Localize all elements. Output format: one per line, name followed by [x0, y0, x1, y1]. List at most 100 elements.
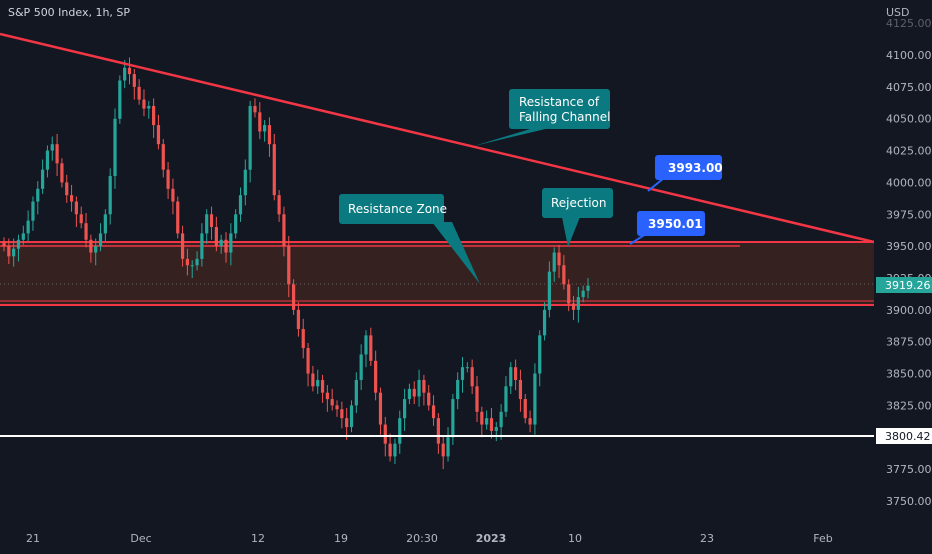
candle-body: [576, 297, 580, 310]
candle-body: [412, 388, 416, 397]
candle-body: [518, 379, 523, 400]
candle-body: [354, 379, 358, 406]
candle-body: [456, 379, 460, 400]
candle-body: [378, 392, 383, 425]
price-callout-3993[interactable]: 3993.00: [647, 155, 723, 192]
candle-body: [581, 290, 585, 298]
candle-body: [547, 271, 551, 310]
candle-body: [190, 265, 194, 267]
time-axis-ticks: 21 Dec 12 19 20:30 2023 10 23 Feb: [26, 532, 833, 545]
candle-body: [89, 239, 93, 253]
candle-body: [50, 144, 54, 151]
candle-body: [586, 285, 590, 291]
candle-body: [224, 239, 228, 253]
callout-rejection-label: Rejection: [551, 196, 606, 210]
callout-resistance-zone-label: Resistance Zone: [348, 202, 447, 216]
candle-body: [156, 125, 161, 145]
price-callout-3950-label: 3950.01: [648, 217, 703, 231]
candle-body: [441, 443, 445, 457]
candle-body: [557, 252, 561, 266]
price-tick-4075: 4075.00: [886, 81, 932, 94]
candle-body: [180, 233, 185, 259]
candle-body: [460, 367, 465, 380]
price-tick-3750: 3750.00: [886, 495, 932, 508]
candle-body: [166, 169, 170, 189]
candle-body: [36, 188, 40, 202]
candle-body: [398, 418, 402, 444]
price-tick-4025: 4025.00: [886, 145, 932, 158]
candle-body: [209, 214, 214, 228]
candle-body: [485, 418, 489, 425]
candle-body: [349, 405, 354, 428]
price-tick-3950: 3950.00: [886, 240, 932, 253]
price-tick-4000: 4000.00: [886, 176, 932, 189]
candle-body: [238, 195, 243, 215]
candle-body: [523, 399, 527, 419]
candle-body: [277, 195, 281, 215]
candle-body: [436, 418, 440, 444]
candle-body: [171, 188, 175, 202]
candle-body: [427, 392, 431, 406]
callout-rejection-box: [542, 188, 613, 218]
candle-body: [287, 246, 291, 285]
price-callout-3950[interactable]: 3950.01: [629, 211, 705, 245]
candle-body: [383, 424, 387, 444]
callout-falling-channel-line1: Resistance of: [519, 95, 600, 109]
support-price-badge: [876, 428, 932, 444]
candle-body: [185, 258, 190, 266]
candle-body: [446, 437, 450, 457]
candle-body: [475, 386, 479, 412]
candle-body: [514, 367, 518, 380]
price-callout-3950-box: [637, 211, 705, 236]
candle-body: [470, 367, 474, 387]
candle-body: [533, 373, 537, 425]
time-tick-Feb: Feb: [813, 532, 832, 545]
callout-falling-channel-box: [509, 89, 610, 129]
currency-label: USD: [886, 6, 910, 19]
candle-body: [567, 284, 571, 304]
candle-body: [7, 246, 11, 257]
callout-falling-channel[interactable]: Resistance of Falling Channel: [474, 89, 610, 146]
price-tick-3875: 3875.00: [886, 336, 932, 349]
candle-body: [571, 303, 576, 310]
candle-body: [84, 223, 88, 240]
price-tick-3775: 3775.00: [886, 463, 932, 476]
candle-body: [509, 367, 513, 387]
candle-body: [55, 144, 59, 164]
candle-body: [296, 309, 301, 329]
candle-body: [528, 418, 532, 425]
price-tick-3825: 3825.00: [886, 399, 932, 412]
candle-body: [330, 399, 334, 406]
candle-body: [388, 443, 392, 457]
candle-body: [69, 195, 74, 202]
candle-body: [480, 411, 484, 425]
price-callout-3993-box: [655, 155, 722, 180]
price-axis[interactable]: [874, 0, 932, 550]
candle-body: [258, 112, 262, 132]
candle-body: [113, 118, 117, 177]
price-tick-4050: 4050.00: [886, 113, 932, 126]
candle-body: [98, 233, 103, 247]
candle-body: [132, 74, 136, 87]
candle-body: [161, 144, 165, 170]
candles-group: [2, 57, 590, 470]
candle-body: [248, 105, 252, 170]
candle-body: [127, 67, 132, 75]
candle-body: [393, 443, 397, 457]
candle-body: [407, 388, 412, 400]
candle-body: [272, 144, 276, 196]
price-callout-3993-label: 3993.00: [668, 161, 723, 175]
time-tick-Dec: Dec: [130, 532, 151, 545]
callout-resistance-zone-pointer: [432, 222, 480, 284]
callout-resistance-zone[interactable]: Resistance Zone: [339, 194, 480, 284]
candle-body: [74, 201, 78, 215]
callout-rejection[interactable]: Rejection: [542, 188, 613, 247]
callout-resistance-zone-box: [339, 194, 444, 224]
callout-rejection-pointer: [562, 217, 580, 247]
candle-body: [147, 105, 151, 109]
support-price-label: 3800.42: [885, 430, 931, 443]
price-tick-3850: 3850.00: [886, 368, 932, 381]
price-tick-3975: 3975.00: [886, 208, 932, 221]
